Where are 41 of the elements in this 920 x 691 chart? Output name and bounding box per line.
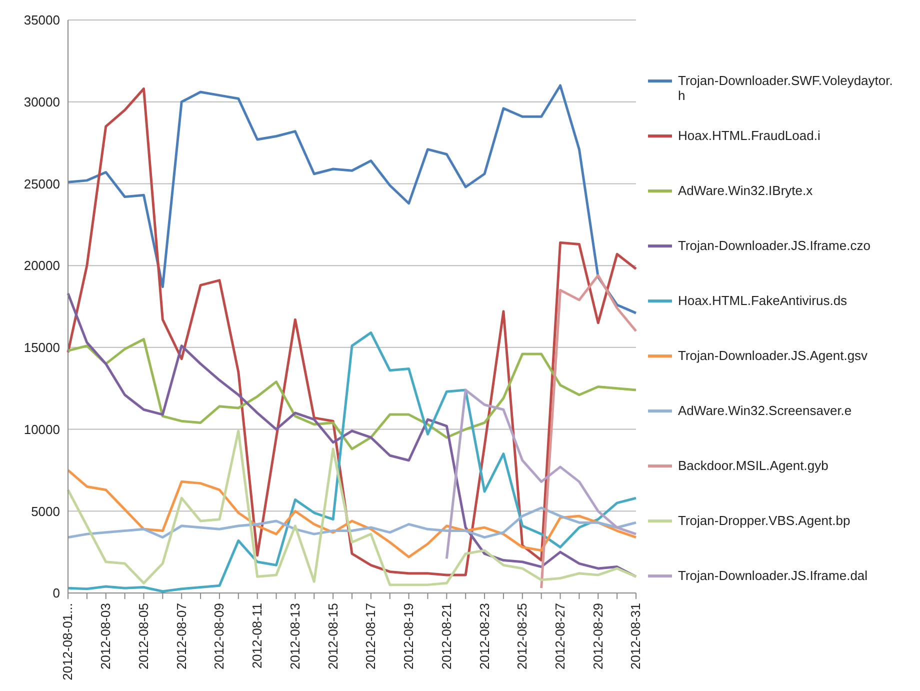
- line-series: [445, 388, 638, 560]
- y-tick-label: 35000: [24, 12, 60, 28]
- y-tick-label: 30000: [24, 94, 60, 110]
- legend-label: AdWare.Win32.IBryte.x: [678, 183, 813, 198]
- x-tick-label: 2012-08-05: [136, 603, 151, 670]
- x-tick-label: 2012-08-03: [98, 603, 114, 670]
- legend-label: Hoax.HTML.FraudLoad.i: [678, 128, 820, 143]
- x-tick-label: 2012-08-23: [476, 603, 492, 670]
- y-tick-label: 15000: [24, 340, 60, 356]
- y-tick-label: 20000: [24, 258, 60, 274]
- line-series: [66, 88, 638, 576]
- x-tick-label: 2012-08-07: [174, 603, 189, 670]
- x-tick-label: 2012-08-15: [325, 603, 340, 670]
- line-series: [66, 338, 638, 450]
- x-tick-label: 2012-08-31: [628, 603, 644, 670]
- x-tick-label: 2012-08-25: [514, 603, 530, 670]
- x-tick-label: 2012-08-09: [212, 603, 227, 670]
- legend-label: Trojan-Downloader.SWF.Voleydaytor.h: [678, 73, 894, 103]
- x-tick-label: 2012-08-11: [250, 603, 265, 669]
- x-tick-label: 2012-08-13: [287, 603, 302, 670]
- x-tick-label: 2012-08-19: [401, 603, 416, 670]
- legend-label: Trojan-Downloader.JS.Iframe.czo: [678, 238, 870, 253]
- legend-label: AdWare.Win32.Screensaver.e: [678, 403, 852, 418]
- y-tick-label: 0: [52, 586, 60, 601]
- legend-label: Trojan-Dropper.VBS.Agent.bp: [678, 513, 850, 528]
- y-tick-label: 25000: [24, 176, 60, 192]
- x-tick-label: 2012-08-29: [590, 603, 606, 670]
- x-tick-label: 2012-08-01...: [60, 603, 76, 680]
- x-tick-label: 2012-08-17: [363, 603, 378, 670]
- line-series: [540, 274, 638, 590]
- legend-label: Hoax.HTML.FakeAntivirus.ds: [678, 293, 848, 308]
- x-tick-label: 2012-08-21: [438, 603, 454, 670]
- x-tick-label: 2012-08-27: [552, 603, 568, 670]
- line-series: [66, 506, 638, 539]
- line-series: [66, 84, 638, 314]
- y-tick-label: 10000: [24, 422, 60, 437]
- line-series: [66, 430, 638, 586]
- y-tick-label: 5000: [31, 504, 60, 519]
- legend-label: Trojan-Downloader.JS.Iframe.dal: [678, 568, 868, 583]
- legend-label: Backdoor.MSIL.Agent.gyb: [678, 458, 828, 473]
- legend-label: Trojan-Downloader.JS.Agent.gsv: [678, 348, 868, 363]
